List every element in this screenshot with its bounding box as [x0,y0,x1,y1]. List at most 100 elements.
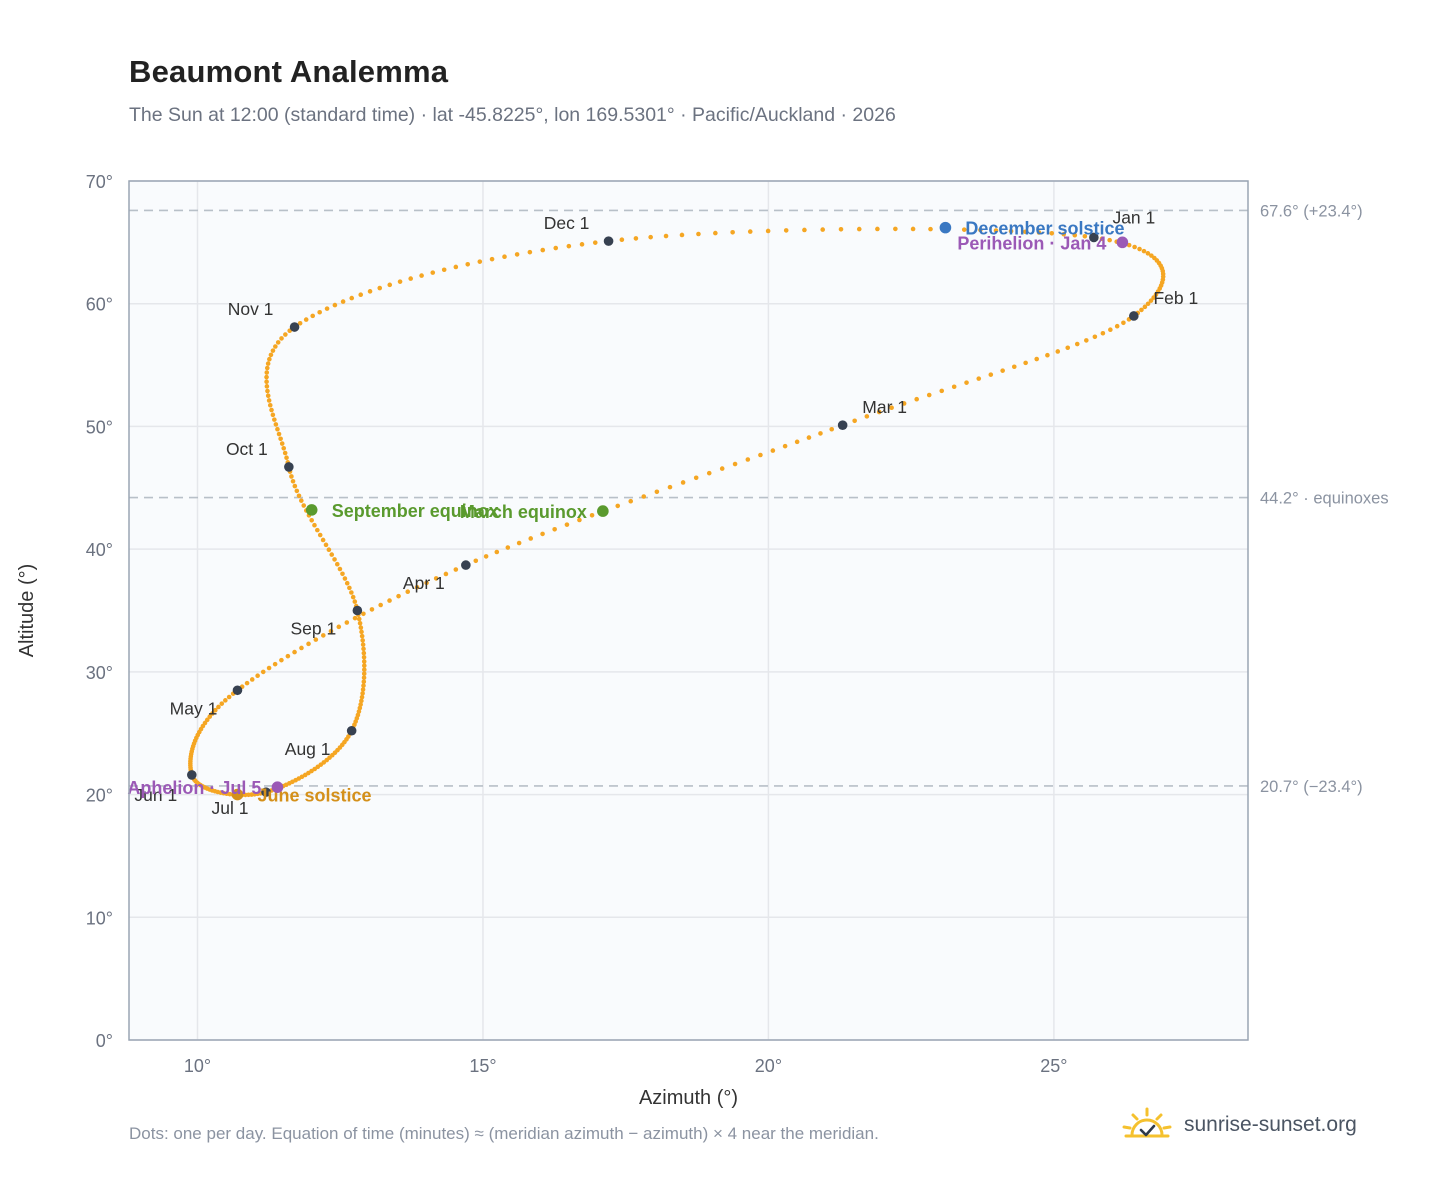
daily-dot [818,431,823,436]
daily-dot [782,443,788,449]
daily-dot [292,483,298,489]
y-axis-title: Altitude (°) [16,564,38,658]
month-marker [284,462,294,472]
daily-dot [310,313,316,319]
daily-dot [270,348,276,353]
daily-dot [889,405,894,411]
daily-dot [272,661,278,667]
daily-dot [361,671,367,677]
daily-dot [272,417,277,422]
month-marker [346,725,357,736]
brand-name[interactable]: sunrise-sunset.org [1184,1113,1357,1136]
daily-dot [1082,233,1088,239]
daily-dot [361,683,366,688]
chart-subtitle: The Sun at 12:00 (standard time) · lat -… [129,104,896,126]
daily-dot [282,450,288,456]
daily-dot [628,498,634,504]
daily-dot [361,650,367,656]
daily-dot [730,230,735,235]
daily-dot [313,637,319,642]
month-label: May 1 [170,698,218,718]
daily-dot [358,625,364,630]
month-marker [1129,311,1139,321]
daily-dot [1036,230,1042,235]
daily-dot [876,409,882,415]
plot-frame [128,180,1249,1041]
daily-dot [292,649,297,655]
sun-logo-icon [1122,1107,1172,1138]
y-tick-label: 30° [86,663,113,683]
daily-dot [361,675,367,681]
daily-dot [273,344,278,349]
daily-dot [489,256,495,262]
daily-dot [719,466,725,471]
daily-dot [219,701,225,706]
daily-dot [296,493,302,499]
daily-dot [527,249,533,255]
daily-dot [377,285,383,291]
daily-dot [1121,320,1126,326]
daily-dot [359,698,364,704]
daily-dot [1034,356,1039,362]
daily-dot [264,384,270,389]
daily-dot [265,393,271,399]
month-marker [289,322,300,332]
daily-dot [326,547,332,553]
daily-dot [275,340,281,345]
daily-dot [332,557,337,562]
daily-dot [273,422,279,427]
daily-dot [275,426,280,432]
brand[interactable]: sunrise-sunset.org [1120,1100,1357,1150]
daily-dot [268,352,274,358]
daily-dot [1142,304,1148,310]
daily-dot [1099,236,1105,242]
daily-dot [360,691,365,696]
daily-dot [359,694,365,700]
daily-dot [838,226,844,232]
event-marker [939,221,952,234]
month-label: Nov 1 [228,299,274,319]
daily-dot [514,252,520,257]
daily-dot [297,320,303,326]
daily-dot [336,624,342,630]
reference-lines: 67.6° (+23.4°) 44.2° · equinoxes 20.7° (−2… [129,202,1389,796]
daily-dot [360,638,365,643]
daily-dot [1000,368,1005,373]
daily-dot [864,414,870,419]
daily-dot [1151,295,1156,300]
daily-dot [285,653,291,659]
daily-dot [1137,246,1142,252]
month-marker [1089,232,1099,243]
event-label: December solstice [965,219,1124,239]
daily-dot [267,356,272,362]
daily-dot [951,384,957,390]
daily-dot [317,309,322,315]
month-label: Sep 1 [291,619,337,639]
month-marker [352,605,363,616]
daily-dot [852,418,857,424]
daily-dot [1141,248,1147,254]
month-marker [603,236,614,246]
daily-dot [289,474,294,479]
reference-line-label: 67.6° (+23.4°) [1260,202,1363,220]
daily-dot [693,475,699,481]
daily-dot [745,457,751,462]
month-label: Jun 1 [134,785,177,805]
daily-dot [281,446,287,451]
daily-dot [633,236,639,241]
daily-dot [875,226,880,232]
daily-dot [820,227,826,232]
daily-dot [794,439,800,445]
daily-dot [210,711,215,716]
daily-dot [441,267,447,273]
month-marker [187,770,197,780]
daily-dot [589,512,595,518]
daily-dot [284,455,289,460]
daily-dot [312,522,317,528]
daily-dot [265,361,271,366]
daily-dot [396,593,401,599]
footnote: Dots: one per day. Equation of time (min… [129,1124,879,1143]
event-label: Aphelion · Jul 5 [127,778,261,798]
daily-dot [978,227,983,233]
daily-dot [1139,307,1144,313]
